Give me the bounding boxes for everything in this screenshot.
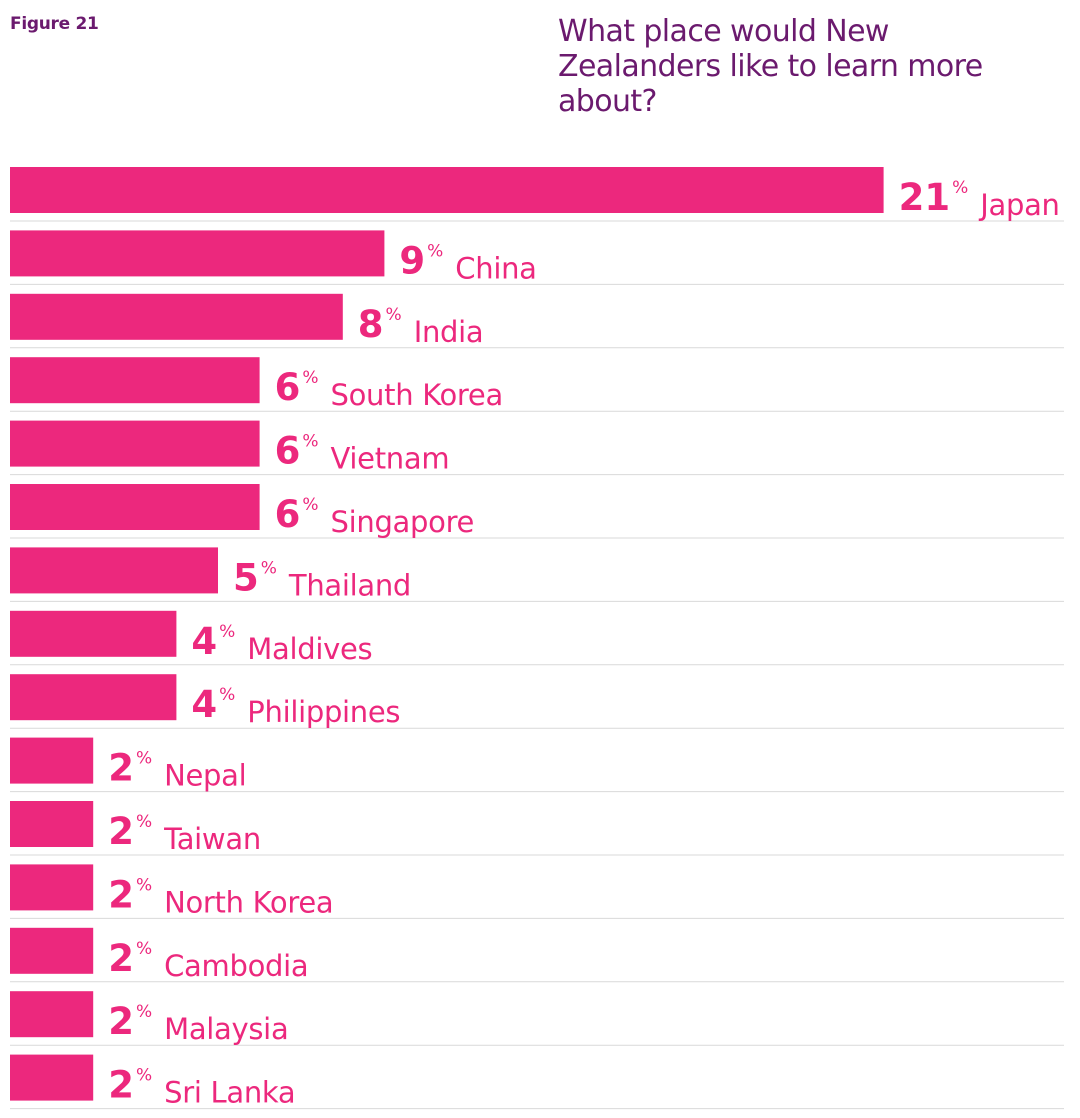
percent-sign: % [386, 305, 402, 325]
value-label: 9 [399, 239, 425, 282]
percent-sign: % [952, 178, 968, 198]
category-label: Cambodia [164, 949, 308, 983]
percent-sign: % [219, 622, 235, 642]
bar [10, 547, 218, 594]
category-label: Vietnam [331, 442, 450, 476]
category-label: Japan [978, 188, 1059, 222]
value-label: 2 [108, 810, 134, 853]
bar [10, 167, 884, 213]
percent-sign: % [219, 685, 235, 705]
value-label: 6 [275, 430, 301, 473]
value-label: 21 [899, 176, 951, 219]
category-label: India [414, 315, 484, 349]
bar [10, 293, 343, 340]
category-label: Sri Lanka [164, 1076, 295, 1110]
bar [10, 737, 94, 784]
bar [10, 230, 385, 277]
percent-sign: % [302, 432, 318, 452]
category-label: Taiwan [163, 822, 261, 856]
category-label: Singapore [331, 505, 475, 539]
bar [10, 357, 260, 404]
category-label: China [455, 251, 536, 285]
percent-sign: % [136, 939, 152, 959]
percent-sign: % [136, 1066, 152, 1086]
percent-sign: % [302, 368, 318, 388]
bar [10, 1054, 94, 1101]
value-label: 5 [233, 556, 259, 599]
percent-sign: % [136, 812, 152, 832]
bar [10, 420, 260, 467]
category-label: Thailand [288, 568, 411, 602]
category-label: Maldives [247, 632, 372, 666]
value-label: 2 [108, 937, 134, 980]
bar [10, 674, 177, 721]
bar [10, 864, 94, 911]
category-label: Nepal [164, 759, 246, 793]
category-label: Philippines [247, 695, 400, 729]
percent-sign: % [261, 558, 277, 578]
value-label: 6 [275, 366, 301, 409]
bar [10, 991, 94, 1038]
category-label: North Korea [164, 885, 333, 919]
bar [10, 801, 94, 847]
percent-sign: % [136, 1002, 152, 1022]
value-label: 4 [191, 620, 217, 663]
bar [10, 610, 177, 657]
percent-sign: % [136, 749, 152, 769]
value-label: 2 [108, 1000, 134, 1043]
figure-label: Figure 21 [10, 14, 99, 34]
value-label: 8 [358, 303, 384, 346]
value-label: 4 [191, 683, 217, 726]
bar [10, 927, 94, 974]
value-label: 2 [108, 747, 134, 790]
value-label: 2 [108, 873, 134, 916]
percent-sign: % [427, 241, 443, 261]
category-label: Malaysia [164, 1012, 288, 1046]
bar [10, 484, 260, 530]
percent-sign: % [136, 875, 152, 895]
chart-title: What place would New Zealanders like to … [558, 14, 983, 119]
category-label: South Korea [331, 378, 503, 412]
percent-sign: % [302, 495, 318, 515]
value-label: 6 [275, 493, 301, 536]
value-label: 2 [108, 1064, 134, 1107]
